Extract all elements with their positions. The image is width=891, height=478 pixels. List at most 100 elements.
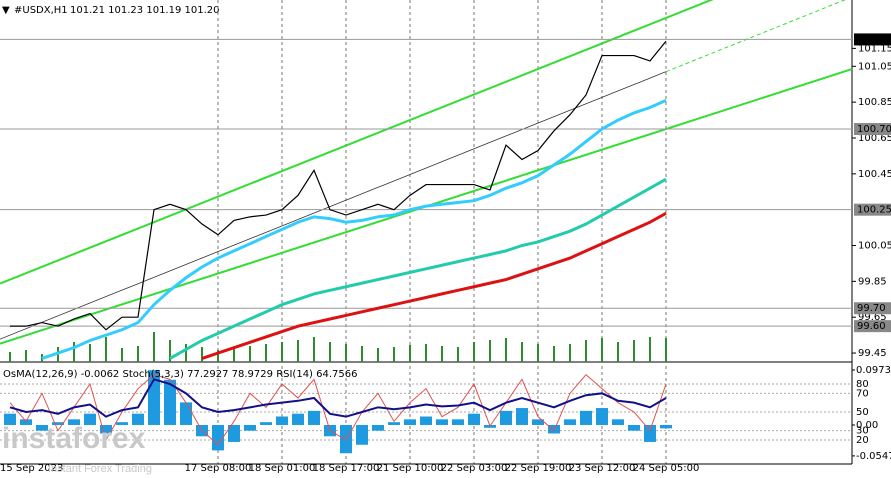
x-tick-label: 21 Sep 10:00 (377, 463, 444, 474)
osma-bar (628, 424, 640, 431)
trend-line (0, 0, 714, 285)
osma-bar (84, 413, 96, 425)
osma-bar (356, 424, 368, 445)
osma-bar (132, 413, 144, 425)
trend-extension (665, 0, 846, 73)
volume-bar (25, 350, 27, 362)
symbol: #USDX,H1 (14, 5, 68, 16)
osma-bar (388, 422, 400, 425)
x-tick-label: 18 Sep 17:00 (313, 463, 380, 474)
volume-bar (617, 342, 619, 362)
osma-bar (100, 424, 112, 434)
x-tick-label: 18 Sep 01:00 (249, 463, 316, 474)
volume-bar (265, 344, 267, 362)
volume-bar (73, 342, 75, 362)
series-line (169, 177, 667, 360)
volume-bar (329, 342, 331, 362)
osma-bar (212, 424, 224, 451)
volume-bar (665, 338, 667, 362)
volume-bar (9, 352, 11, 362)
osma-bar (292, 413, 304, 425)
series-line (10, 40, 667, 331)
y-tick-label: 100.05 (858, 241, 891, 252)
osma-bar (420, 416, 432, 425)
osma-bar (244, 424, 256, 431)
y-tick-label: 20 (856, 435, 869, 446)
volume-bar (409, 345, 411, 362)
osma-bar (660, 424, 672, 429)
volume-bar (457, 347, 459, 362)
volume-bar (313, 337, 315, 362)
volume-bar (489, 340, 491, 362)
y-tick-label: 70 (856, 388, 869, 399)
y-tick-label: 50 (856, 407, 869, 418)
volume-bar (217, 350, 219, 362)
volume-bar (441, 346, 443, 362)
y-tick-label: 100.65 (858, 133, 891, 144)
osma-bar (596, 408, 608, 425)
osma-bar (4, 413, 16, 425)
level-tag (854, 123, 891, 136)
volume-bar (153, 332, 155, 362)
volume-bar (633, 340, 635, 362)
level-label: 101.20 (857, 34, 891, 45)
osma-bar (564, 419, 576, 425)
osma-bar (260, 422, 272, 425)
indicator-title: OsMA(12,26,9) -0.0062 Stoch(5,3,3) 77.29… (3, 369, 358, 380)
level-tag (854, 320, 891, 333)
volume-bar (185, 344, 187, 362)
volume-bar (201, 347, 203, 362)
osma-bar (404, 419, 416, 425)
volume-bar (89, 344, 91, 362)
volume-bar (345, 344, 347, 362)
y-tick-label: 30 (856, 426, 869, 437)
level-tag (854, 203, 891, 216)
level-label: 100.25 (857, 205, 891, 216)
osma-bar (372, 424, 384, 431)
series-line (201, 211, 667, 360)
y-tick-label: 100.85 (858, 97, 891, 108)
volume-bar (297, 340, 299, 362)
osma-bar (276, 416, 288, 425)
level-label: 99.60 (857, 321, 886, 332)
osma-bar (20, 419, 32, 425)
osma-bar (164, 379, 176, 425)
osma-bar (468, 413, 480, 425)
osma-bar (500, 410, 512, 425)
volume-bar (137, 346, 139, 362)
ohlc: 101.21 101.23 101.19 101.20 (70, 5, 220, 16)
watermark-tagline: Instant Forex Trading (48, 463, 152, 475)
series-line (9, 378, 667, 418)
x-tick-label: 23 Sep 12:00 (569, 463, 636, 474)
volume-bar (521, 342, 523, 362)
y-tick-label: 100.45 (858, 169, 891, 180)
osma-bar (580, 410, 592, 425)
volume-bar (121, 348, 123, 362)
osma-bar (180, 402, 192, 425)
x-tick-label: 22 Sep 03:00 (441, 463, 508, 474)
volume-bar (233, 348, 235, 362)
osma-bar (52, 422, 64, 425)
level-label: 99.70 (857, 303, 886, 314)
y-tick-label: 101.05 (858, 61, 891, 72)
watermark-brand: instaforex (2, 422, 146, 455)
level-tag (854, 302, 891, 315)
x-tick-label: 22 Sep 19:00 (505, 463, 572, 474)
volume-bar (281, 342, 283, 362)
level-label: 100.70 (857, 124, 891, 135)
volume-bar (569, 344, 571, 362)
x-tick-label: 17 Sep 08:00 (185, 463, 252, 474)
series-line (41, 98, 667, 360)
volume-bar (601, 338, 603, 362)
y-tick-label: 99.85 (858, 276, 887, 287)
y2-tick-label: 0.00 (856, 420, 878, 431)
x-tick-label: 24 Sep 05:00 (633, 463, 700, 474)
x-tick-label: 15 Sep 2023 (0, 463, 63, 474)
volume-bar (505, 338, 507, 362)
volume-bar (377, 348, 379, 362)
osma-bar (516, 408, 528, 425)
osma-bar (612, 419, 624, 425)
volume-bar (169, 340, 171, 362)
osma-bar (436, 419, 448, 425)
